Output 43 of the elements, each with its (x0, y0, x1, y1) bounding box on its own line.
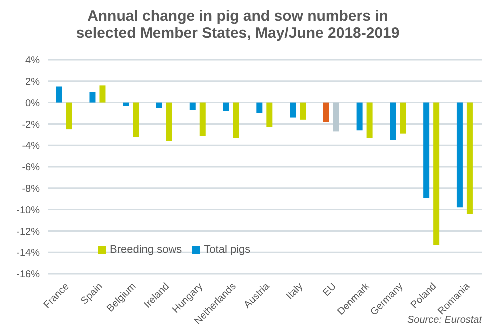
bar (400, 102, 406, 134)
bar (333, 102, 340, 132)
source-note: Source: Eurostat (408, 315, 482, 326)
legend-label: Breeding sows (110, 244, 182, 256)
bar (223, 102, 230, 112)
bar (434, 102, 440, 246)
x-tick-label: EU (321, 281, 339, 299)
bar (456, 102, 463, 208)
bar (424, 102, 430, 198)
bar (123, 102, 130, 106)
chart-title: Annual change in pig and sow numbers in selected Member States, May/June 2018-2019 (75, 8, 401, 42)
bar (66, 102, 72, 130)
y-tick-label: -16% (16, 270, 40, 281)
y-tick-label: -6% (22, 162, 40, 174)
bar (300, 102, 306, 120)
bar (200, 102, 206, 136)
legend-label: Total pigs (204, 244, 251, 256)
bar (156, 102, 162, 108)
bar (266, 102, 273, 128)
x-tick-label: Italy (284, 281, 306, 302)
y-tick-label: -12% (16, 226, 40, 238)
bar (190, 102, 196, 110)
y-tick-label: -4% (22, 141, 40, 152)
bar (90, 92, 96, 103)
bar (133, 102, 140, 138)
bar (390, 102, 396, 140)
y-tick-label: 4% (26, 56, 40, 67)
bar (56, 86, 62, 103)
y-tick-label: -10% (16, 205, 40, 216)
bar (256, 102, 263, 114)
y-tick-label: 2% (26, 76, 40, 88)
bar (100, 86, 106, 103)
y-tick-label: -2% (22, 120, 40, 131)
bar (290, 102, 296, 118)
bar (366, 102, 373, 138)
bar (323, 102, 330, 122)
bar (466, 102, 473, 214)
bar (166, 102, 172, 142)
y-tick-label: -14% (16, 248, 40, 260)
bar (233, 102, 240, 138)
bar (356, 102, 363, 131)
y-tick-label: -8% (22, 184, 40, 195)
y-tick-label: 0% (26, 98, 40, 110)
